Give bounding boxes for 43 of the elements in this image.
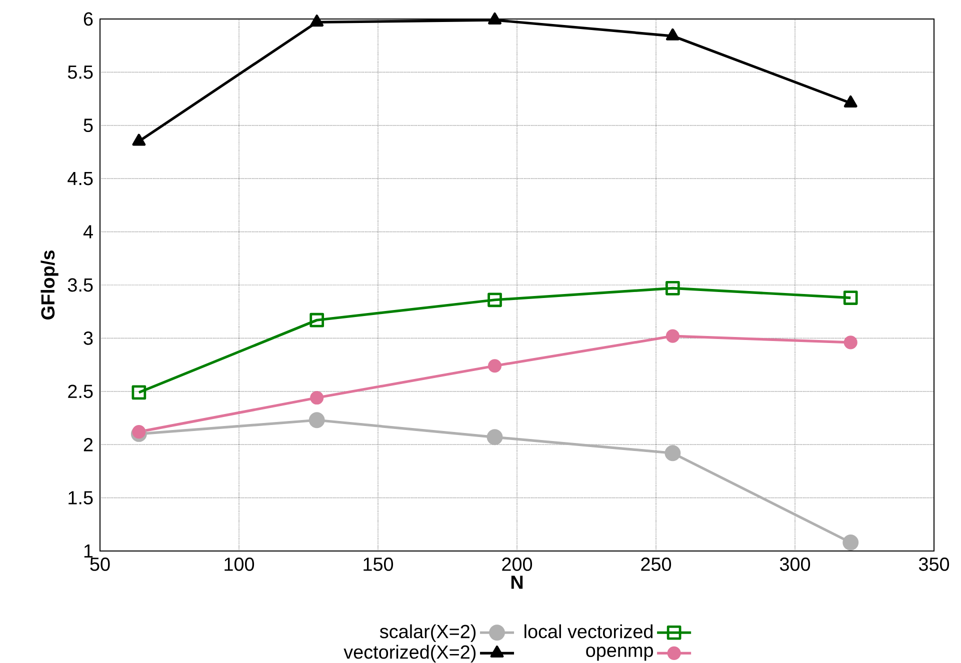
point	[664, 445, 681, 462]
point	[132, 134, 146, 146]
y-tick-label: 2	[84, 438, 93, 452]
point	[843, 290, 858, 305]
point	[132, 425, 146, 439]
y-tick-label: 1.5	[68, 491, 93, 504]
x-tick-label: 100	[224, 558, 254, 571]
y-tick-label: 3	[84, 331, 93, 345]
y-tick-label: 6	[84, 12, 93, 26]
point	[488, 12, 502, 24]
x-tick-label: 200	[502, 558, 532, 571]
y-tick-label: 4.5	[68, 172, 93, 186]
y-tick-label: 4	[83, 225, 93, 238]
y-axis-title: GFlop/s	[40, 250, 58, 320]
point	[488, 359, 502, 373]
y-tick-label: 5.5	[68, 66, 93, 79]
point	[486, 429, 503, 446]
point	[844, 95, 858, 108]
y-tick-label: 5	[84, 118, 93, 132]
legend-label: local vectorized	[524, 624, 652, 638]
legend-label: vectorized(X=2)	[344, 644, 476, 663]
point	[308, 412, 325, 428]
x-axis-title: N	[511, 576, 523, 589]
legend-label: openmp	[586, 646, 653, 661]
point	[310, 391, 324, 405]
x-tick-label: 350	[918, 558, 950, 571]
x-tick-label: 50	[90, 558, 110, 571]
point	[842, 534, 859, 550]
point	[132, 385, 146, 400]
x-tick-label: 150	[364, 558, 394, 571]
y-tick-label: 1	[84, 544, 93, 558]
x-tick-label: 250	[641, 558, 672, 571]
legend-label: scalar(X=2)	[380, 624, 476, 642]
x-tick-label: 300	[780, 558, 810, 571]
point	[666, 329, 680, 343]
point	[666, 281, 680, 296]
y-tick-label: 2.5	[68, 384, 93, 398]
point	[310, 14, 324, 27]
y-tick-label: 3.5	[68, 278, 93, 292]
point	[666, 28, 680, 40]
point	[488, 292, 502, 308]
point	[844, 336, 858, 350]
point	[310, 312, 324, 328]
